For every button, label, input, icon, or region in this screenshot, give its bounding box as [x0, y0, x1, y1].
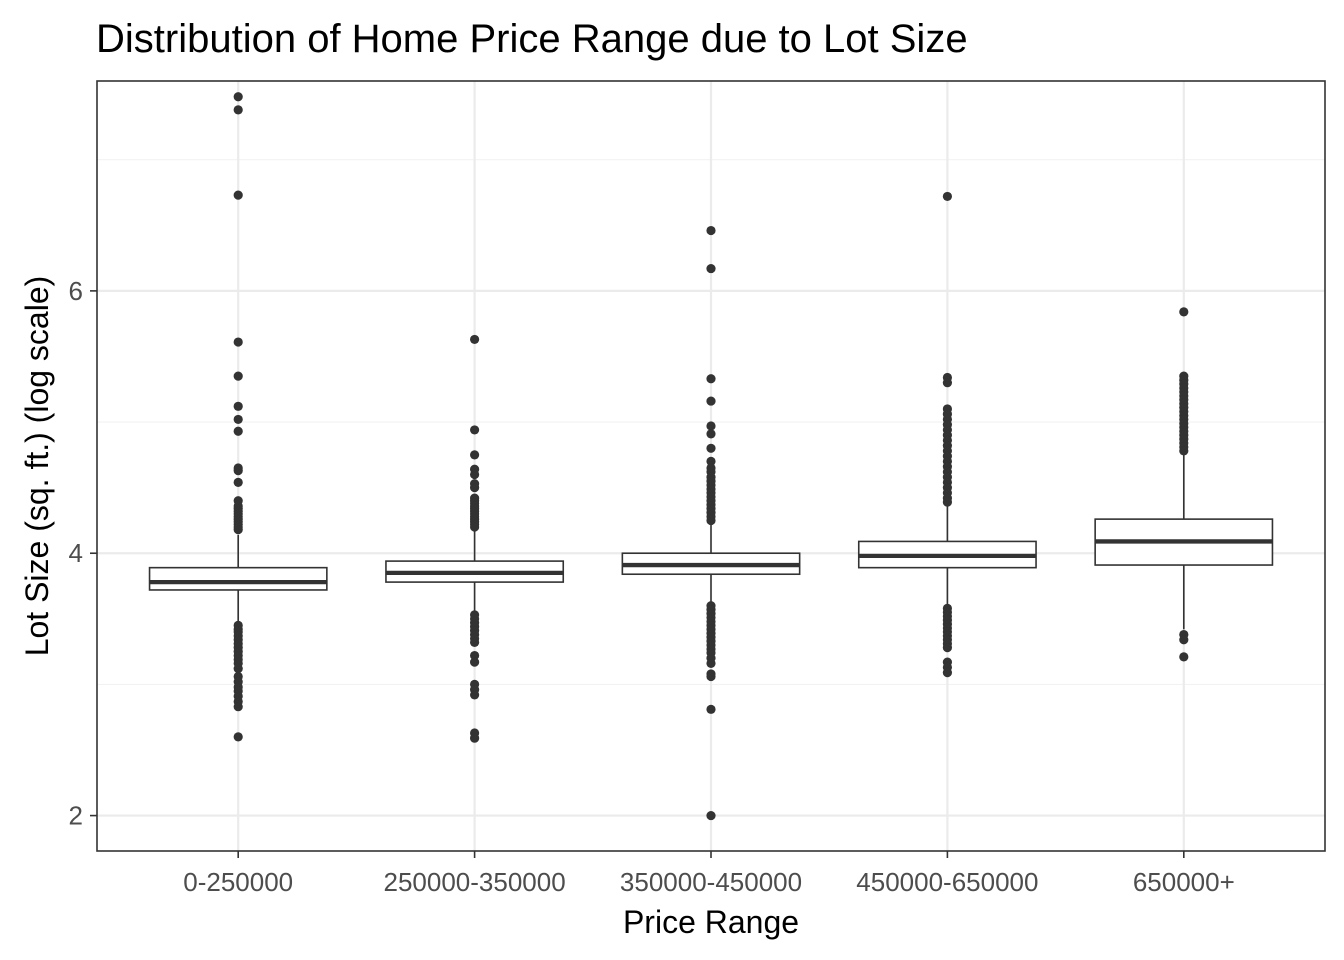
- outlier-point: [1179, 635, 1189, 645]
- outlier-point: [942, 668, 953, 678]
- iqr-box: [148, 566, 328, 591]
- outlier-point: [233, 105, 243, 115]
- y-axis-title: Lot Size (sq. ft.) (log scale): [19, 276, 55, 657]
- y-tick-label: 6: [69, 276, 83, 306]
- x-tick-label: 350000-450000: [620, 867, 802, 897]
- outlier-point: [942, 191, 953, 202]
- outlier-point: [470, 522, 480, 532]
- x-tick-label: 0-250000: [183, 867, 293, 897]
- outlier-point: [470, 469, 480, 480]
- outlier-point: [942, 378, 953, 388]
- outlier-point: [470, 657, 480, 667]
- outlier-point: [470, 650, 480, 661]
- axes: 2 4 6 0-250000 250000-350000 350000-450000 450…: [69, 276, 1235, 897]
- outlier-point: [470, 425, 480, 435]
- outlier-point: [233, 702, 243, 712]
- outlier-point: [233, 92, 243, 102]
- outlier-point: [233, 401, 243, 411]
- outlier-point: [233, 465, 243, 476]
- outlier-point: [470, 690, 480, 700]
- outlier-point: [706, 429, 716, 439]
- outlier-point: [706, 515, 716, 526]
- outlier-point: [233, 337, 243, 347]
- outlier-point: [706, 658, 716, 669]
- outlier-point: [233, 525, 243, 535]
- outlier-point: [470, 637, 480, 648]
- outlier-point: [233, 371, 243, 381]
- outlier-point: [233, 664, 243, 674]
- outlier-point: [706, 443, 716, 453]
- box-group: [1094, 307, 1274, 662]
- outlier-point: [706, 421, 716, 431]
- outlier-point: [1179, 307, 1189, 317]
- chart-title: Distribution of Home Price Range due to …: [96, 17, 968, 61]
- box-series: [148, 92, 1274, 821]
- outlier-point: [470, 450, 480, 460]
- outlier-point: [470, 334, 480, 345]
- outlier-point: [1179, 446, 1189, 456]
- outlier-point: [706, 456, 716, 467]
- x-tick-label: 250000-350000: [384, 867, 566, 897]
- outlier-point: [942, 497, 953, 507]
- box-group: [148, 92, 328, 742]
- box-group: [857, 191, 1037, 678]
- outlier-point: [706, 374, 716, 384]
- outlier-point: [470, 483, 480, 493]
- y-tick-label: 2: [69, 801, 83, 831]
- outlier-point: [233, 190, 243, 200]
- x-tick-label: 450000-650000: [856, 867, 1038, 897]
- box-group: [621, 225, 801, 821]
- outlier-point: [1179, 652, 1189, 662]
- outlier-point: [233, 426, 243, 436]
- outlier-point: [706, 263, 716, 274]
- outlier-point: [706, 396, 716, 406]
- outlier-point: [233, 477, 243, 487]
- x-tick-label: 650000+: [1133, 867, 1235, 897]
- outlier-point: [706, 671, 716, 682]
- y-tick-label: 4: [69, 538, 83, 568]
- outlier-point: [706, 704, 716, 714]
- outlier-point: [233, 732, 243, 742]
- x-axis-title: Price Range: [623, 904, 799, 940]
- outlier-point: [706, 810, 716, 821]
- box-group: [385, 334, 565, 743]
- outlier-point: [233, 414, 243, 425]
- outlier-point: [706, 225, 716, 236]
- outlier-point: [470, 733, 480, 743]
- outlier-point: [942, 643, 953, 653]
